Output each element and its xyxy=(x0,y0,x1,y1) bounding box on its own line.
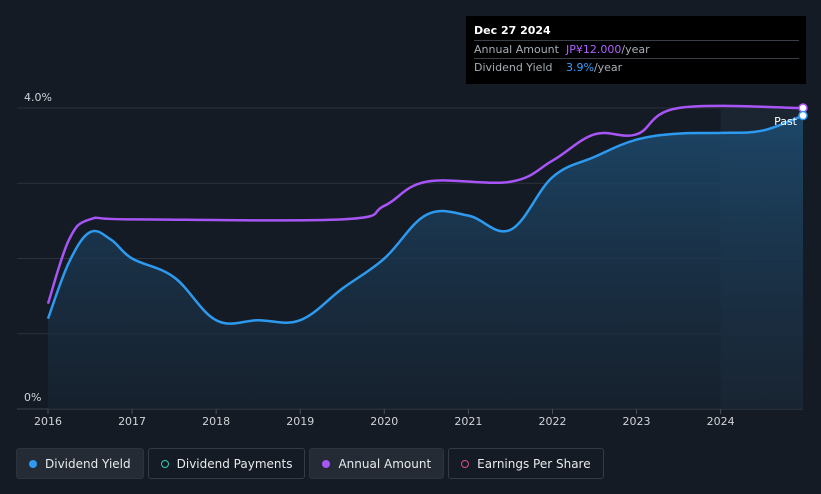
legend-earnings-per-share[interactable]: Earnings Per Share xyxy=(448,448,604,479)
hollow-dot-icon xyxy=(160,459,169,468)
x-tick-label: 2024 xyxy=(707,415,735,428)
legend-dividend-yield[interactable]: Dividend Yield xyxy=(16,448,144,479)
tooltip-label: Dividend Yield xyxy=(474,61,553,74)
tooltip-value: JP¥12.000 xyxy=(566,43,622,56)
tooltip-unit: /year xyxy=(593,61,623,74)
tooltip-unit: /year xyxy=(621,43,650,56)
dividend-yield-area xyxy=(48,115,803,410)
filled-dot-icon xyxy=(322,459,331,468)
dividend-yield-line xyxy=(46,114,804,325)
legend-label: Dividend Payments xyxy=(176,456,293,471)
x-tick-label: 2018 xyxy=(202,415,230,428)
filled-dot-icon xyxy=(29,459,37,468)
x-tick-label: 2017 xyxy=(118,415,146,428)
tooltip-value: 3.9% xyxy=(566,61,594,74)
dividend-yield-end-marker xyxy=(798,110,808,121)
x-tick-label: 2021 xyxy=(454,415,482,428)
tooltip-date: Dec 27 2024 xyxy=(474,24,551,37)
legend-label: Dividend Yield xyxy=(45,456,131,471)
tooltip: Dec 27 2024 Annual Amount JP¥12.000 /yea… xyxy=(466,16,806,84)
past-label: Past xyxy=(774,115,798,128)
tooltip-label: Annual Amount xyxy=(474,43,559,56)
legend-label: Annual Amount xyxy=(338,456,432,471)
x-tick-label: 2016 xyxy=(34,415,62,428)
legend-dividend-payments[interactable]: Dividend Payments xyxy=(147,448,306,479)
annual-amount-line xyxy=(46,104,804,305)
tooltip-row-dividend-yield: Dividend Yield 3.9% /year xyxy=(474,58,799,76)
x-tick-label: 2020 xyxy=(370,415,398,428)
x-tick-label: 2019 xyxy=(286,415,314,428)
y-tick-label: 0% xyxy=(24,391,41,404)
tooltip-row-annual-amount: Annual Amount JP¥12.000 /year xyxy=(474,40,799,58)
hollow-dot-icon xyxy=(461,459,470,468)
legend-annual-amount[interactable]: Annual Amount xyxy=(309,448,445,479)
y-tick-label: 4.0% xyxy=(24,91,52,104)
legend-label: Earnings Per Share xyxy=(477,456,591,471)
x-tick-label: 2022 xyxy=(538,415,566,428)
chart-legend: Dividend Yield Dividend Payments Annual … xyxy=(16,448,604,481)
x-tick-label: 2023 xyxy=(623,415,651,428)
